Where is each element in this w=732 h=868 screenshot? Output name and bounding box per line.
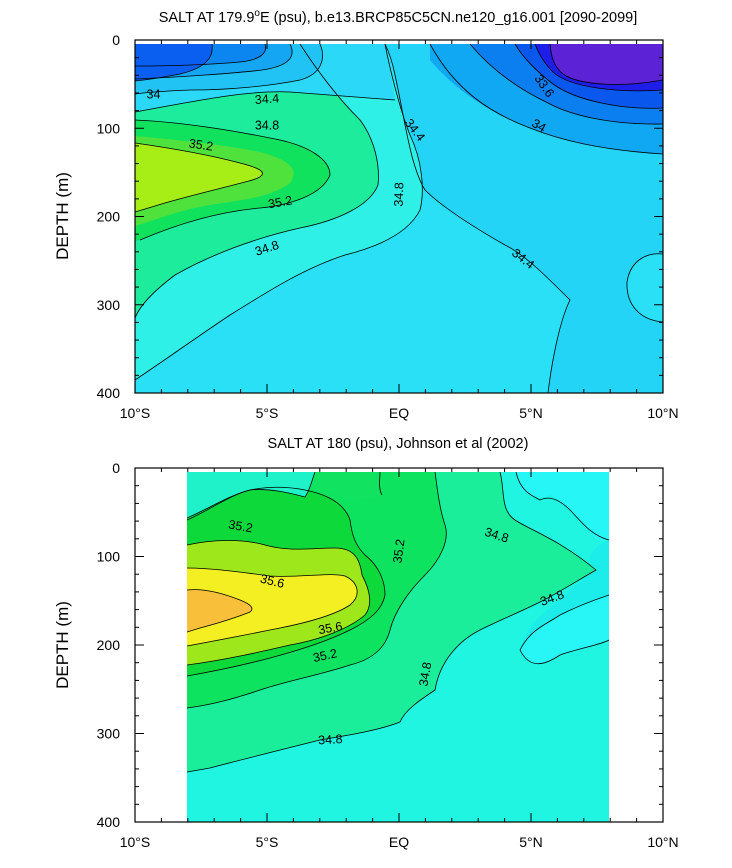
top-fill-north-332: [550, 44, 663, 85]
bottom-fill-surface-eq: [310, 472, 382, 500]
bottom-contour-label-text: 35.2: [390, 538, 407, 564]
bottom-axis-ticks: 10°S 5°S EQ 5°N 10°N 0 100 200 300 400: [97, 460, 679, 850]
top-contour-label: 34.8: [255, 119, 279, 133]
top-x-tick-label: EQ: [389, 405, 409, 421]
top-contour-label: 34: [529, 116, 548, 135]
top-contour-label-text: 34.8: [255, 119, 279, 133]
bottom-y-tick-label: 300: [97, 726, 121, 742]
bottom-contour-lines: [187, 472, 609, 773]
top-y-tick-label: 0: [112, 32, 120, 48]
top-x-tick-label: 10°S: [120, 405, 151, 421]
top-x-tick-label: 5°N: [519, 405, 543, 421]
bottom-contour-label: 35.2: [390, 538, 407, 564]
top-y-tick-label: 400: [97, 385, 121, 401]
top-chart-title: SALT AT 179.9oE (psu), b.e13.BRCP85C5CN.…: [159, 8, 638, 26]
top-y-tick-label: 200: [97, 209, 121, 225]
bottom-fill-358: [187, 589, 252, 632]
bottom-x-tick-label: 10°S: [120, 834, 151, 850]
bottom-y-axis-label: DEPTH (m): [53, 601, 72, 689]
bottom-y-tick-label: 0: [112, 460, 120, 476]
bottom-contour-label: 34.8: [318, 732, 343, 747]
top-contour-label-text: 34.8: [392, 182, 407, 207]
top-y-axis-label: DEPTH (m): [53, 172, 72, 260]
bottom-contour-label-text: 34.8: [416, 661, 434, 687]
bottom-y-tick-label: 400: [97, 814, 121, 830]
top-fill-south-356: [135, 143, 263, 212]
top-chart: SALT AT 179.9oE (psu), b.e13.BRCP85C5CN.…: [53, 8, 679, 421]
bottom-y-tick-label: 100: [97, 549, 121, 565]
top-contour-label: 34.4: [254, 91, 279, 107]
bottom-contour-label-text: 34.8: [318, 732, 343, 747]
top-fill-north-pocket: [626, 253, 663, 322]
top-x-tick-label: 10°N: [647, 405, 678, 421]
top-y-tick-label: 100: [97, 120, 121, 136]
bottom-chart-title: SALT AT 180 (psu), Johnson et al (2002): [268, 436, 529, 452]
bottom-fill-surface-sw: [187, 472, 315, 518]
bottom-contour-label: 35.2: [227, 517, 253, 535]
bottom-x-tick-label: 10°N: [647, 834, 678, 850]
top-contour-label: 34.8: [392, 182, 407, 207]
top-contour-lines: [135, 43, 663, 393]
bottom-contour-label: 35.2: [312, 646, 339, 665]
bottom-contour-label-text: 35.6: [317, 619, 343, 637]
top-fill-south-336: [135, 44, 213, 81]
bottom-chart: SALT AT 180 (psu), Johnson et al (2002): [53, 436, 679, 850]
bottom-fill-ne-low: [520, 595, 609, 664]
top-contour-label: 35.2: [267, 193, 293, 211]
top-axis-ticks: 10°S 5°S EQ 5°N 10°N 0 100 200 300 400: [97, 32, 679, 421]
bottom-contour-label-text: 35.6: [259, 572, 286, 591]
bottom-contour-label-text: 35.2: [227, 517, 253, 535]
bottom-contour-label: 34.8: [416, 661, 434, 687]
bottom-fill-356: [187, 568, 358, 646]
top-contour-label-text: 34.4: [254, 91, 279, 107]
top-contour-label: 34: [147, 88, 161, 102]
bottom-contour-label-text: 35.2: [312, 646, 339, 665]
top-contour-label-text: 34: [529, 116, 548, 135]
top-contour-label-text: 35.2: [267, 193, 293, 211]
bottom-contour-label: 35.6: [317, 619, 343, 637]
bottom-contour-labels: 35.235.635.635.234.835.234.834.834.8: [227, 517, 566, 747]
top-x-tick-label: 5°S: [256, 405, 279, 421]
bottom-x-tick-label: 5°N: [519, 834, 543, 850]
top-contour-label-text: 34: [147, 88, 161, 102]
top-y-tick-label: 300: [97, 297, 121, 313]
top-contour-label-text: 35.2: [188, 136, 214, 153]
bottom-x-tick-label: EQ: [389, 834, 409, 850]
top-contour-label: 35.2: [188, 136, 214, 153]
bottom-contour-label: 35.6: [259, 572, 286, 591]
bottom-y-tick-label: 200: [97, 637, 121, 653]
bottom-fill-ne-344: [516, 472, 609, 541]
bottom-x-tick-label: 5°S: [256, 834, 279, 850]
